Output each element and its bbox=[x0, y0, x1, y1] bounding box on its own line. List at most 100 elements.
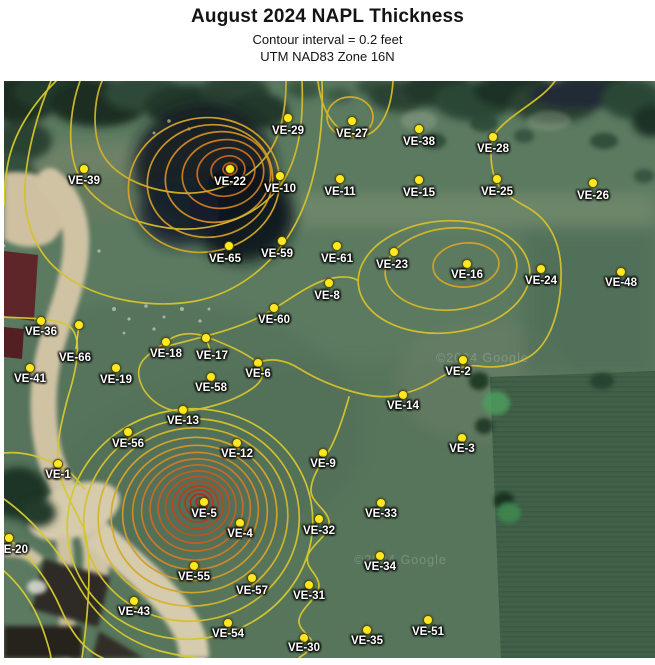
well-marker-ve-19 bbox=[111, 363, 121, 373]
well-label-ve-9: VE-9 bbox=[310, 458, 336, 470]
projection-note: UTM NAD83 Zone 16N bbox=[260, 49, 395, 64]
well-marker-ve-22 bbox=[225, 164, 235, 174]
well-marker-ve-38 bbox=[414, 124, 424, 134]
well-marker-ve-1 bbox=[53, 459, 63, 469]
well-marker-ve-34 bbox=[375, 551, 385, 561]
well-marker-ve-48 bbox=[616, 267, 626, 277]
well-label-ve-10: VE-10 bbox=[264, 183, 296, 195]
well-label-ve-3: VE-3 bbox=[449, 443, 475, 455]
well-label-ve-41: VE-41 bbox=[14, 373, 46, 385]
well-label-ve-25: VE-25 bbox=[481, 186, 513, 198]
well-marker-ve-41 bbox=[25, 363, 35, 373]
well-marker-ve-9 bbox=[318, 448, 328, 458]
well-marker-ve-5 bbox=[199, 497, 209, 507]
well-label-ve-6: VE-6 bbox=[245, 368, 271, 380]
well-marker-ve-24 bbox=[536, 264, 546, 274]
well-label-ve-24: VE-24 bbox=[525, 275, 557, 287]
well-label-ve-38: VE-38 bbox=[403, 136, 435, 148]
well-label-ve-51: VE-51 bbox=[412, 626, 444, 638]
well-label-ve-54: VE-54 bbox=[212, 628, 244, 640]
well-marker-ve-61 bbox=[332, 241, 342, 251]
well-label-ve-55: VE-55 bbox=[178, 571, 210, 583]
well-marker-ve-60 bbox=[269, 303, 279, 313]
well-label-ve-29: VE-29 bbox=[272, 125, 304, 137]
map-header: August 2024 NAPL Thickness Contour inter… bbox=[0, 6, 655, 66]
well-marker-ve-18 bbox=[161, 337, 171, 347]
well-label-ve-22: VE-22 bbox=[214, 176, 246, 188]
well-label-ve-35: VE-35 bbox=[351, 635, 383, 647]
well-marker-ve-39 bbox=[79, 164, 89, 174]
well-marker-ve-11 bbox=[335, 174, 345, 184]
well-marker-ve-65 bbox=[224, 241, 234, 251]
well-label-ve-43: VE-43 bbox=[118, 606, 150, 618]
well-label-ve-57: VE-57 bbox=[236, 585, 268, 597]
well-marker-ve-26 bbox=[588, 178, 598, 188]
map-canvas: ©2024 Google ©2024 Google VE-29 VE-27 VE-3… bbox=[4, 81, 655, 658]
well-marker-ve-58 bbox=[206, 372, 216, 382]
well-marker-ve-15 bbox=[414, 175, 424, 185]
well-label-ve-28: VE-28 bbox=[477, 143, 509, 155]
well-marker-ve-30 bbox=[299, 633, 309, 643]
well-marker-ve-43 bbox=[129, 596, 139, 606]
well-label-ve-11: VE-11 bbox=[324, 186, 356, 198]
well-label-ve-14: VE-14 bbox=[387, 400, 419, 412]
well-marker-ve-32 bbox=[314, 514, 324, 524]
page-title: August 2024 NAPL Thickness bbox=[190, 6, 465, 27]
well-marker-ve-6 bbox=[253, 358, 263, 368]
well-label-ve-17: VE-17 bbox=[196, 350, 228, 362]
well-marker-ve-55 bbox=[189, 561, 199, 571]
well-marker-ve-3 bbox=[457, 433, 467, 443]
well-label-ve-1: VE-1 bbox=[45, 469, 71, 481]
well-label-ve-16: VE-16 bbox=[451, 269, 483, 281]
well-label-ve-48: VE-48 bbox=[605, 277, 637, 289]
well-label-ve-60: VE-60 bbox=[258, 314, 290, 326]
well-label-ve-31: VE-31 bbox=[293, 590, 325, 602]
well-marker-ve-36 bbox=[36, 316, 46, 326]
well-label-ve-33: VE-33 bbox=[365, 508, 397, 520]
well-label-ve-32: VE-32 bbox=[303, 525, 335, 537]
well-marker-ve-12 bbox=[232, 438, 242, 448]
well-marker-ve-54 bbox=[223, 618, 233, 628]
well-marker-ve-27 bbox=[347, 116, 357, 126]
well-marker-ve-8 bbox=[324, 278, 334, 288]
well-label-ve-8: VE-8 bbox=[314, 290, 340, 302]
well-marker-ve-4 bbox=[235, 518, 245, 528]
well-marker-ve-57 bbox=[247, 573, 257, 583]
well-marker-ve-31 bbox=[304, 580, 314, 590]
well-marker-ve-10 bbox=[275, 171, 285, 181]
well-marker-ve-56 bbox=[123, 427, 133, 437]
well-label-ve-5: VE-5 bbox=[191, 508, 217, 520]
well-label-ve-39: VE-39 bbox=[68, 175, 100, 187]
well-marker-ve-23 bbox=[389, 247, 399, 257]
well-label-ve-26: VE-26 bbox=[577, 190, 609, 202]
contour-interval-note: Contour interval = 0.2 feet bbox=[252, 32, 403, 47]
well-label-ve-12: VE-12 bbox=[221, 448, 253, 460]
well-marker-ve-25 bbox=[492, 174, 502, 184]
well-marker-ve-28 bbox=[488, 132, 498, 142]
well-label-ve-34: VE-34 bbox=[364, 561, 396, 573]
well-marker-ve-29 bbox=[283, 113, 293, 123]
well-label-ve-58: VE-58 bbox=[195, 382, 227, 394]
well-marker-ve-17 bbox=[201, 333, 211, 343]
well-marker-ve-59 bbox=[277, 236, 287, 246]
well-label-ve-4: VE-4 bbox=[227, 528, 253, 540]
well-label-ve-18: VE-18 bbox=[150, 348, 182, 360]
well-label-ve-65: VE-65 bbox=[209, 253, 241, 265]
well-label-ve-56: VE-56 bbox=[112, 438, 144, 450]
well-marker-ve-16 bbox=[462, 259, 472, 269]
well-marker-ve-2 bbox=[458, 355, 468, 365]
well-marker-ve-13 bbox=[178, 405, 188, 415]
well-marker-ve-33 bbox=[376, 498, 386, 508]
well-marker-ve-35 bbox=[362, 625, 372, 635]
well-label-ve-13: VE-13 bbox=[167, 415, 199, 427]
well-marker-ve-14 bbox=[398, 390, 408, 400]
well-label-ve-36: VE-36 bbox=[25, 326, 57, 338]
well-label-ve-2: VE-2 bbox=[445, 366, 471, 378]
well-label-ve-19: VE-19 bbox=[100, 374, 132, 386]
well-label-ve-23: VE-23 bbox=[376, 259, 408, 271]
well-label-ve-61: VE-61 bbox=[321, 253, 353, 265]
well-marker-ve-66 bbox=[74, 320, 84, 330]
well-label-ve-27: VE-27 bbox=[336, 128, 368, 140]
well-label-ve-30: VE-30 bbox=[288, 642, 320, 654]
